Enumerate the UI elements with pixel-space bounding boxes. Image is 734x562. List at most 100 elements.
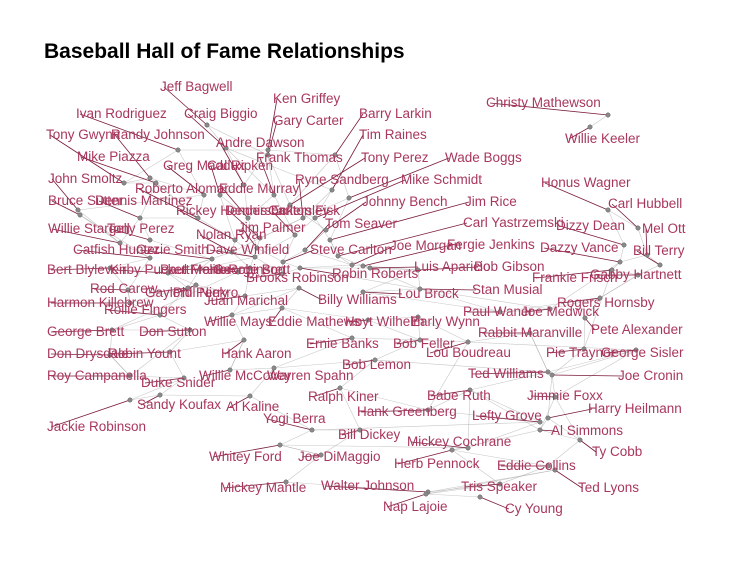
relationship-edge	[281, 307, 369, 321]
label-leader-tony-perez	[289, 157, 366, 206]
label-leader-juan-marichal	[207, 295, 246, 302]
player-label-lou-boudreau: Lou Boudreau	[426, 345, 511, 360]
player-label-craig-biggio: Craig Biggio	[184, 106, 258, 121]
player-node-harry-heilmann	[545, 415, 551, 421]
label-leader-rogers-hornsby	[560, 297, 601, 304]
player-node-johnny-bench	[323, 227, 329, 233]
player-label-bill-dickey: Bill Dickey	[338, 427, 401, 442]
label-leader-cy-young	[479, 496, 510, 510]
label-leader-honus-wagner	[544, 182, 609, 211]
player-label-barry-larkin: Barry Larkin	[359, 106, 432, 121]
label-leader-george-brett	[216, 269, 239, 273]
label-leader-don-drysdale	[50, 353, 111, 356]
label-leader-jimmie-foxx	[530, 395, 556, 398]
player-label-joe-morgan: Joe Morgan	[390, 238, 461, 253]
label-leader-hank-aaron	[224, 339, 245, 355]
relationship-edge	[529, 332, 549, 373]
relationship-edge	[334, 154, 350, 199]
player-label-willie-stargell: Willie Stargell	[48, 221, 130, 236]
label-leader-pete-alexander	[584, 317, 596, 331]
player-label-duke-snider: Duke Snider	[141, 375, 216, 390]
label-leader-mickey-cochrane	[410, 441, 469, 449]
player-label-andre-dawson: Andre Dawson	[216, 135, 305, 150]
relationship-edge	[139, 182, 157, 219]
label-leader-al-simmons	[539, 429, 556, 432]
player-label-mickey-mantle: Mickey Mantle	[220, 480, 306, 495]
player-node-willie-keeler	[587, 124, 593, 130]
player-node-jim-rice	[327, 237, 333, 243]
player-label-ted-williams: Ted Williams	[468, 366, 544, 381]
player-node-dennis-eckersley	[257, 235, 263, 241]
player-node-willie-mays	[229, 312, 235, 318]
label-leader-frank-robinson	[193, 267, 251, 271]
label-leader-rickey-henderson	[179, 210, 236, 241]
player-label-bert-blyleven: Bert Blyleven	[47, 262, 127, 277]
player-label-hank-greenberg: Hank Greenberg	[357, 404, 457, 419]
player-label-ted-lyons: Ted Lyons	[578, 480, 639, 495]
relationship-edge	[499, 465, 549, 485]
relationship-edge	[206, 124, 227, 149]
relationship-edge	[247, 217, 258, 249]
label-layer: Jeff Bagwell Ken Griffey Ivan Rodriguez Cra…	[46, 79, 686, 516]
relationship-edge	[225, 147, 275, 196]
relationship-edge	[549, 261, 621, 310]
label-leader-randy-johnson	[114, 134, 151, 179]
label-leader-babe-ruth	[430, 389, 471, 397]
label-leader-jeff-bagwell	[163, 86, 208, 126]
player-node-kirby-puckett	[165, 270, 171, 276]
relationship-edge	[243, 184, 249, 219]
player-label-gaylord-perry: Gaylord Perry	[145, 285, 229, 300]
player-node-tris-speaker	[497, 481, 503, 487]
player-node-joe-medwick	[547, 306, 553, 312]
relationship-edge	[167, 272, 197, 286]
player-node-wade-boggs	[346, 195, 352, 201]
label-leader-ty-cobb	[579, 439, 597, 453]
relationship-edge	[109, 354, 131, 377]
label-leader-mike-schmidt	[314, 179, 406, 219]
relationship-edge	[337, 255, 364, 267]
label-leader-john-smoltz	[51, 178, 79, 211]
player-label-pete-alexander: Pete Alexander	[591, 322, 683, 337]
label-leader-andre-dawson	[219, 142, 245, 186]
player-label-rickey-henderson: Rickey Henderson	[176, 203, 286, 218]
relationship-edge	[234, 239, 256, 258]
player-node-joe-morgan	[349, 262, 355, 268]
label-leader-catfish-hunter	[76, 249, 151, 259]
player-label-frankie-frisch: Frankie Frisch	[532, 270, 618, 285]
label-leader-dizzy-dean	[559, 225, 625, 246]
relationship-edge	[547, 439, 581, 467]
player-node-harmon-killebrew	[127, 300, 133, 306]
relationship-edge	[79, 214, 121, 244]
label-leader-willie-keeler	[568, 126, 591, 140]
player-node-bob-feller	[417, 337, 423, 343]
relationship-edge	[282, 249, 306, 263]
player-label-lou-brock: Lou Brock	[398, 286, 459, 301]
player-node-eddie-murray	[245, 215, 251, 221]
label-leader-willie-mays	[207, 314, 233, 323]
player-node-bill-terry	[657, 262, 663, 268]
label-leader-brooks-robinson	[249, 273, 283, 279]
player-label-babe-ruth: Babe Ruth	[427, 388, 491, 403]
player-node-babe-ruth	[467, 387, 473, 393]
relationship-edge	[425, 469, 556, 495]
label-leader-sandy-koufax	[140, 394, 161, 406]
relationship-edge	[167, 272, 189, 289]
player-label-gary-carter: Gary Carter	[273, 113, 344, 128]
player-label-gabby-hartnett: Gabby Hartnett	[590, 267, 682, 282]
relationship-edge	[279, 444, 322, 456]
player-label-willie-mays: Willie Mays	[204, 314, 273, 329]
player-label-eddie-murray: Eddie Murray	[219, 181, 300, 196]
label-leader-harry-heilmann	[547, 408, 593, 419]
relationship-edge	[123, 149, 179, 184]
relationship-edge	[249, 395, 313, 431]
player-node-don-sutton	[187, 327, 193, 333]
label-leader-carl-yastrzemski	[337, 222, 468, 257]
relationship-edge	[611, 269, 639, 276]
player-node-pie-traynor	[581, 346, 587, 352]
player-node-robin-yount	[167, 349, 173, 355]
relationship-edge	[129, 302, 161, 316]
player-label-mike-piazza: Mike Piazza	[77, 149, 150, 164]
relationship-edge	[111, 271, 239, 331]
player-label-ken-griffey: Ken Griffey	[273, 91, 341, 106]
relationship-edge	[129, 329, 191, 377]
